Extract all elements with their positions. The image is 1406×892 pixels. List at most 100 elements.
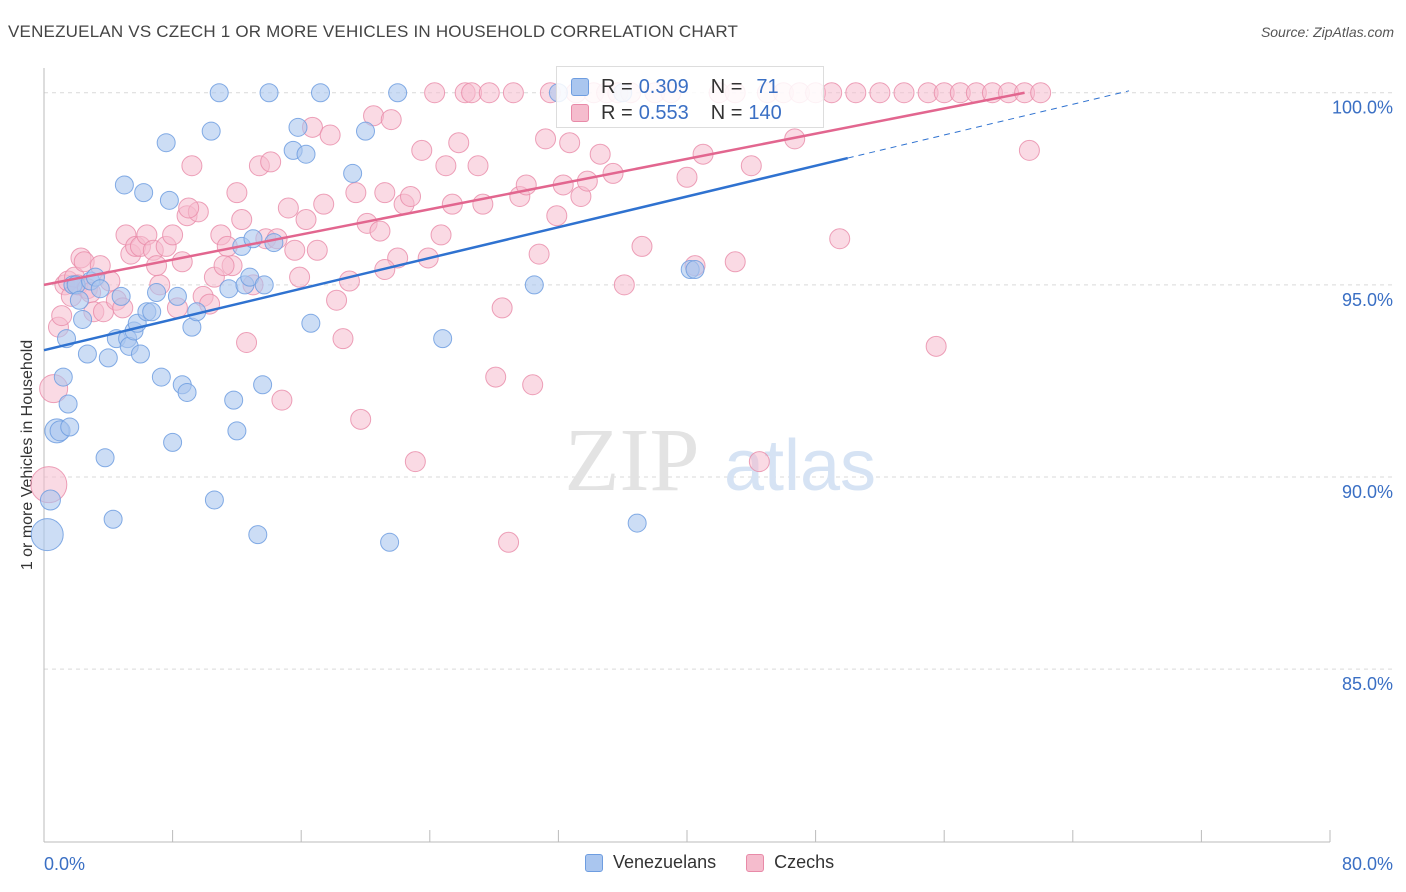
czech-trend-line bbox=[43, 91, 1025, 287]
venezuelan-point bbox=[159, 190, 179, 210]
x-tick-label-min: 0.0% bbox=[44, 854, 85, 874]
czech-point bbox=[411, 139, 433, 161]
legend-item-czechs[interactable]: Czechs bbox=[746, 852, 834, 873]
czech-point bbox=[350, 408, 372, 430]
venezuelan-point bbox=[30, 518, 64, 552]
czech-point bbox=[613, 274, 635, 296]
czech-point bbox=[748, 451, 770, 473]
venezuelan-point bbox=[209, 83, 229, 103]
czech-point bbox=[171, 251, 193, 273]
czech-point bbox=[178, 197, 200, 219]
czech-point bbox=[498, 531, 520, 553]
czech-point bbox=[1018, 139, 1040, 161]
czech-point bbox=[51, 305, 73, 327]
y-tick-label: 95.0% bbox=[1342, 290, 1393, 310]
venezuelan-point bbox=[310, 83, 330, 103]
venezuelan-point bbox=[73, 309, 93, 329]
legend-swatch-pink bbox=[746, 853, 765, 872]
legend-r-label: R = bbox=[601, 75, 633, 98]
czech-point bbox=[319, 124, 341, 146]
venezuelan-point bbox=[253, 375, 273, 395]
czech-point bbox=[284, 239, 306, 261]
venezuelan-point bbox=[167, 286, 187, 306]
legend-r-value: 0.553 bbox=[638, 101, 689, 124]
czech-point bbox=[502, 82, 524, 104]
czech-point bbox=[576, 170, 598, 192]
czech-point bbox=[332, 328, 354, 350]
czech-point bbox=[467, 155, 489, 177]
czech-point bbox=[345, 182, 367, 204]
venezuelan-point bbox=[130, 344, 150, 364]
czech-point bbox=[821, 82, 843, 104]
venezuelan-point bbox=[103, 509, 123, 529]
venezuelan-point bbox=[111, 286, 131, 306]
czech-point bbox=[289, 266, 311, 288]
venezuelan-point bbox=[380, 532, 400, 552]
venezuelan-point bbox=[264, 233, 284, 253]
czech-point bbox=[231, 209, 253, 231]
series-legend: Venezuelans Czechs bbox=[585, 852, 864, 873]
venezuelan-point bbox=[248, 525, 268, 545]
venezuelan-point bbox=[53, 367, 73, 387]
venezuelan-point bbox=[227, 421, 247, 441]
legend-n-value: 71 bbox=[756, 75, 779, 98]
venezuelan-point bbox=[134, 183, 154, 203]
czech-point bbox=[631, 235, 653, 257]
venezuelan-point bbox=[296, 144, 316, 164]
venezuelan-trend-line bbox=[43, 156, 849, 352]
czech-point bbox=[369, 220, 391, 242]
venezuelan-point bbox=[39, 489, 61, 511]
venezuelan-point bbox=[288, 117, 308, 137]
venezuelan-points bbox=[30, 83, 705, 552]
czech-point bbox=[213, 255, 235, 277]
czech-point bbox=[522, 374, 544, 396]
czech-point bbox=[478, 82, 500, 104]
venezuelan-point bbox=[98, 348, 118, 368]
czech-point bbox=[740, 155, 762, 177]
legend-item-venezuelans[interactable]: Venezuelans bbox=[585, 852, 716, 873]
venezuelan-point bbox=[219, 279, 239, 299]
czech-point bbox=[528, 243, 550, 265]
czech-point bbox=[869, 82, 891, 104]
legend-swatch-blue bbox=[585, 853, 603, 872]
czech-point bbox=[306, 239, 328, 261]
czech-point bbox=[535, 128, 557, 150]
venezuelan-point bbox=[204, 490, 224, 510]
venezuelan-point bbox=[224, 390, 244, 410]
czech-points bbox=[30, 82, 1052, 553]
czech-point bbox=[277, 197, 299, 219]
gridlines bbox=[44, 92, 1392, 670]
czech-point bbox=[404, 451, 426, 473]
venezuelan-trend-extension bbox=[847, 90, 1130, 159]
venezuelan-point bbox=[201, 121, 221, 141]
watermark-zip: ZIP bbox=[565, 411, 700, 510]
czech-point bbox=[724, 251, 746, 273]
czech-point bbox=[829, 228, 851, 250]
czech-point bbox=[260, 151, 282, 173]
czech-point bbox=[893, 82, 915, 104]
venezuelan-point bbox=[151, 367, 171, 387]
legend-label-venezuelans: Venezuelans bbox=[613, 852, 717, 872]
venezuelan-point bbox=[163, 432, 183, 452]
legend-n-label: N = bbox=[710, 101, 743, 124]
venezuelan-point bbox=[254, 275, 274, 295]
venezuelan-point bbox=[95, 448, 115, 468]
czech-point bbox=[448, 132, 470, 154]
czech-point bbox=[559, 132, 581, 154]
czech-point bbox=[146, 255, 168, 277]
x-tick-label-max: 80.0% bbox=[1342, 854, 1393, 874]
y-tick-label: 85.0% bbox=[1342, 674, 1393, 694]
venezuelan-point bbox=[388, 83, 408, 103]
czech-point bbox=[326, 289, 348, 311]
venezuelan-point bbox=[343, 163, 363, 183]
venezuelan-point bbox=[60, 417, 80, 437]
legend-n-label: N = bbox=[710, 75, 743, 98]
legend-row-czechs: R = 0.553 N = 140 bbox=[571, 101, 788, 125]
venezuelan-point bbox=[147, 283, 167, 303]
venezuelan-point bbox=[627, 513, 647, 533]
czech-point bbox=[271, 389, 293, 411]
watermark: ZIP atlas bbox=[565, 411, 877, 510]
czech-point bbox=[226, 182, 248, 204]
czech-point bbox=[676, 166, 698, 188]
